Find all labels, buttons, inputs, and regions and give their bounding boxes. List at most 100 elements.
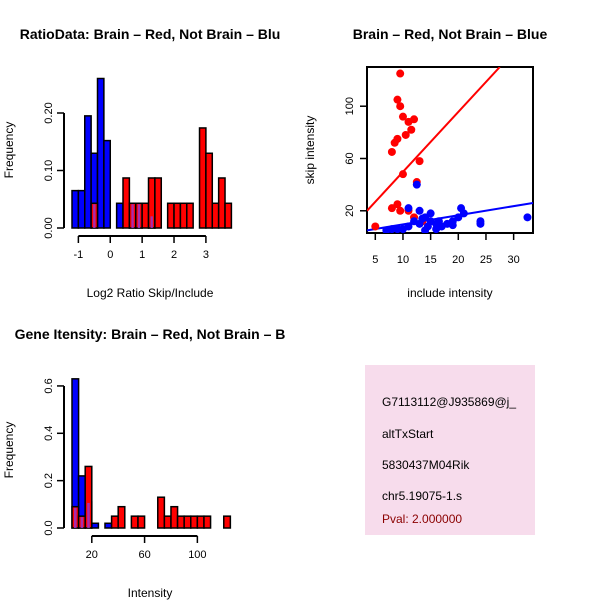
intensity-x-tick-label: 100 (188, 549, 206, 561)
intensity-bar-brain (170, 505, 179, 529)
brain-point (387, 147, 396, 156)
intensity-x-label: Intensity (128, 586, 173, 600)
intensity-bar-not-brain (71, 378, 80, 529)
not-brain-point (415, 206, 424, 215)
intensity-bar-brain (176, 515, 185, 529)
ratio-bar-brain (205, 152, 214, 229)
ratio-bar-brain (224, 202, 233, 229)
brain-point (396, 102, 405, 111)
not-brain-point (412, 180, 421, 189)
intensity-overlap-bar (80, 517, 84, 528)
intensity-x-tick-label: 60 (138, 549, 150, 561)
not-brain-point (410, 217, 419, 226)
intensity-y-tick-label: 0.2 (43, 473, 55, 488)
scatter-y-tick-label: 20 (344, 205, 356, 217)
intensity-y-tick-label: 0.6 (43, 378, 55, 393)
ratio-y-label: Frequency (2, 122, 16, 179)
scatter-axes: 5 10 15 20 25 30 20 60 100 (344, 97, 520, 266)
ratio-bar-not-brain (115, 202, 124, 229)
intensity-bar-brain (137, 515, 146, 529)
scatter-plot-box (366, 66, 534, 234)
not-brain-fit-line (367, 201, 533, 232)
intensity-x-tick-label: 20 (86, 549, 98, 561)
brain-point (393, 95, 402, 104)
intensity-bar-brain (190, 515, 199, 529)
info-gene-name: 5830437M04Rik (382, 458, 470, 472)
intensity-bar-brain (130, 515, 139, 529)
ratio-bar-brain (166, 202, 175, 229)
ratio-bar-not-brain (96, 77, 105, 229)
brain-point (387, 204, 396, 213)
ratio-bars (71, 77, 233, 229)
ratio-bar-brain (179, 202, 188, 229)
ratio-y-tick-label: 0.00 (43, 217, 55, 238)
intensity-bar-brain (203, 515, 212, 529)
intensity-bar-brain (183, 515, 192, 529)
ratio-x-label: Log2 Ratio Skip/Include (87, 286, 214, 300)
ratio-overlap-bar (93, 204, 96, 228)
info-location: chr5.19075-1.s (382, 489, 462, 503)
not-brain-point (434, 217, 443, 226)
not-brain-point (404, 204, 413, 213)
scatter-points (367, 67, 533, 233)
intensity-bars (71, 378, 232, 529)
info-panel: G7113112@J935869@j_ altTxStart 5830437M0… (365, 365, 535, 535)
ratio-bar-brain (217, 177, 226, 229)
ratio-bar-not-brain (84, 115, 92, 229)
brain-point (398, 170, 407, 179)
info-event-type: altTxStart (382, 427, 434, 441)
ratio-x-tick-label: 1 (139, 249, 145, 261)
ratio-bar-brain (141, 202, 150, 229)
scatter-y-tick-label: 60 (344, 152, 356, 164)
intensity-overlap-bar (87, 502, 90, 528)
intensity-bar-brain (110, 515, 119, 529)
scatter-x-tick-label: 5 (372, 254, 378, 266)
brain-point (396, 206, 405, 215)
ratio-bar-brain (186, 202, 194, 229)
not-brain-point (418, 214, 427, 223)
brain-point (393, 200, 402, 209)
not-brain-point (448, 221, 457, 230)
intensity-bar-brain (196, 515, 205, 529)
intensity-bar-brain (223, 515, 232, 529)
scatter-x-tick-label: 25 (480, 254, 492, 266)
intensity-overlap-bar (74, 507, 77, 528)
ratio-bar-not-brain (103, 139, 112, 229)
intensity-histogram: Gene Itensity: Brain – Red, Not Brain – … (2, 326, 285, 600)
ratio-x-tick-label: 3 (203, 249, 209, 261)
ratio-bar-brain (122, 177, 131, 229)
brain-point (410, 115, 419, 124)
ratio-chart-title: RatioData: Brain – Red, Not Brain – Blu (20, 26, 281, 42)
ratio-x-tick-label: 0 (107, 249, 113, 261)
ratio-overlap-bar (131, 204, 134, 228)
scatter-x-tick-label: 30 (508, 254, 520, 266)
intensity-y-tick-label: 0.4 (43, 426, 55, 441)
intensity-chart-title: Gene Itensity: Brain – Red, Not Brain – … (15, 326, 286, 342)
ratio-overlap-bar (137, 204, 141, 228)
ratio-bar-not-brain (71, 189, 80, 229)
scatter-chart-title: Brain – Red, Not Brain – Blue (353, 26, 548, 42)
ratio-y-tick-label: 0.20 (43, 102, 55, 123)
brain-point (401, 130, 410, 139)
ratio-bar-brain (198, 127, 207, 229)
intensity-scatter: Brain – Red, Not Brain – Blue 5 10 15 20 25 3… (303, 26, 547, 300)
not-brain-point (457, 204, 466, 213)
info-panel-background (365, 365, 535, 535)
scatter-x-tick-label: 10 (397, 254, 409, 266)
ratio-bar-brain (173, 202, 182, 229)
ratio-histogram: RatioData: Brain – Red, Not Brain – Blu … (2, 26, 280, 300)
brain-fit-line (367, 67, 501, 212)
brain-point (398, 112, 407, 121)
not-brain-point (432, 225, 441, 233)
ratio-bar-brain (211, 202, 220, 229)
scatter-x-tick-label: 15 (425, 254, 437, 266)
scatter-y-label: skip intensity (303, 116, 317, 185)
intensity-bar-brain (163, 515, 172, 529)
intensity-bar-brain (157, 496, 166, 529)
info-pvalue: Pval: 2.000000 (382, 512, 462, 526)
ratio-y-tick-label: 0.10 (43, 160, 55, 181)
ratio-bar-not-brain (77, 189, 86, 229)
not-brain-point (421, 226, 430, 233)
ratio-overlap-bar (150, 216, 153, 228)
